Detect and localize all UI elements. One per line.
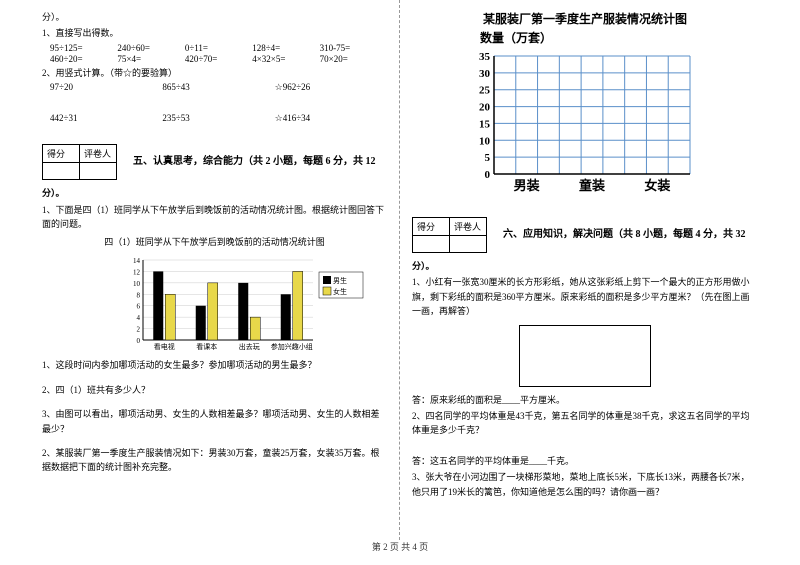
chart2-ylabel: 数量（万套）: [460, 29, 710, 46]
svg-text:男生: 男生: [333, 276, 347, 285]
svg-text:4: 4: [136, 314, 140, 322]
p1-q1: 1、这段时间内参加哪项活动的女生最多？参加哪项活动的男生最多？: [42, 358, 387, 372]
score-label: 得分: [43, 145, 80, 163]
q2-title: 2、用竖式计算。（带☆的要验算）: [42, 66, 387, 80]
chart2: 某服装厂第一季度生产服装情况统计图 数量（万套） 0 5 10 15 20 25 30 35 男…: [460, 10, 710, 201]
chart1-title: 四（1）班同学从下午放学后到晚饭前的活动情况统计图: [42, 235, 387, 248]
svg-text:参加兴趣小组: 参加兴趣小组: [270, 342, 312, 351]
svg-text:6: 6: [136, 303, 140, 311]
r-q3: 3、张大爷在小河边围了一块梯形菜地，菜地上底长5米，下底长13米，两腰各长7米，…: [412, 470, 758, 499]
svg-text:10: 10: [133, 280, 141, 288]
q2-rows: 97÷20865÷43☆962÷26442÷31235÷53☆416÷34: [42, 82, 387, 124]
svg-text:30: 30: [479, 68, 491, 80]
grader-label: 评卷人: [80, 145, 117, 163]
answer-box: [519, 325, 651, 387]
score-box-6: 得分评卷人: [412, 217, 487, 253]
svg-text:5: 5: [485, 152, 491, 164]
svg-text:出去玩: 出去玩: [238, 342, 259, 351]
p2-text: 2、某服装厂第一季度生产服装情况如下：男装30万套，童装25万套，女装35万套。…: [42, 446, 387, 475]
svg-text:12: 12: [133, 269, 141, 277]
footer: 第 2 页 共 4 页: [0, 540, 800, 553]
svg-text:女装: 女装: [644, 178, 670, 193]
p1-text: 1、下面是四（1）班同学从下午放学后到晚饭前的活动情况统计图。根据统计图回答下面…: [42, 203, 387, 232]
r-q1-ans: 答：原来彩纸的面积是____平方厘米。: [412, 393, 758, 407]
svg-text:女生: 女生: [333, 287, 347, 296]
svg-text:看电视: 看电视: [153, 342, 174, 351]
r-q2-ans: 答：这五名同学的平均体重是____千克。: [412, 454, 758, 468]
svg-text:15: 15: [479, 118, 491, 130]
svg-text:童装: 童装: [579, 178, 605, 193]
svg-text:35: 35: [479, 51, 491, 63]
p1-q3: 3、由图可以看出，哪项活动男、女生的人数相差最多？哪项活动男、女生的人数相差最少…: [42, 407, 387, 436]
q1-rows: 95÷125=240÷60=0÷11=128÷4=310-75=460÷20=7…: [42, 43, 387, 64]
svg-text:2: 2: [136, 326, 140, 334]
chart2-title: 某服装厂第一季度生产服装情况统计图: [460, 10, 710, 27]
section5-fen: 分）。: [42, 186, 387, 200]
svg-text:14: 14: [133, 257, 141, 265]
r-q1: 1、小红有一张宽30厘米的长方形彩纸，她从这张彩纸上剪下一个最大的正方形用做小旗…: [412, 275, 758, 318]
svg-text:0: 0: [485, 169, 491, 181]
chart1: 02468101214看电视看课本出去玩参加兴趣小组男生女生: [115, 252, 315, 352]
score-box-5: 得分评卷人: [42, 144, 117, 180]
svg-text:25: 25: [479, 85, 491, 97]
svg-text:8: 8: [136, 292, 140, 300]
q1-title: 1、直接写出得数。: [42, 26, 387, 40]
svg-text:20: 20: [479, 102, 491, 114]
svg-text:看课本: 看课本: [196, 342, 217, 351]
left-fen: 分）。: [42, 10, 387, 24]
svg-text:男装: 男装: [514, 178, 540, 193]
svg-text:0: 0: [136, 337, 140, 345]
p1-q2: 2、四（1）班共有多少人？: [42, 383, 387, 397]
section5-title: 五、认真思考，综合能力（共 2 小题，每题 6 分，共 12: [133, 152, 376, 167]
r-q2: 2、四名同学的平均体重是43千克，第五名同学的体重是38千克，求这五名同学的平均…: [412, 409, 758, 438]
score-label: 得分: [413, 218, 450, 236]
grader-label: 评卷人: [450, 218, 487, 236]
section6-fen: 分）。: [412, 259, 758, 273]
section6-title: 六、应用知识，解决问题（共 8 小题，每题 4 分，共 32: [503, 225, 746, 240]
svg-text:10: 10: [479, 135, 491, 147]
